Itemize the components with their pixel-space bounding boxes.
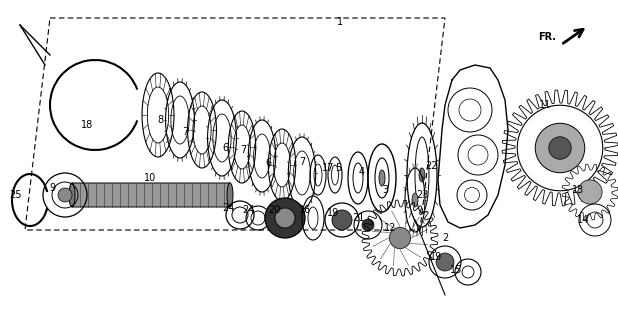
Text: 13: 13 (572, 185, 584, 195)
Text: FR.: FR. (538, 32, 556, 42)
Text: 11: 11 (539, 100, 551, 110)
Text: 25: 25 (9, 190, 21, 200)
Text: 5: 5 (335, 163, 341, 173)
Text: 14: 14 (577, 215, 589, 225)
Text: 23: 23 (416, 190, 428, 200)
Circle shape (275, 208, 295, 228)
Circle shape (389, 227, 410, 249)
Text: 17: 17 (322, 163, 334, 173)
Text: 6: 6 (265, 158, 271, 168)
Text: 9: 9 (49, 183, 55, 193)
Text: 24: 24 (242, 205, 254, 215)
Text: 22: 22 (426, 161, 438, 171)
Text: 12: 12 (384, 223, 396, 233)
Circle shape (436, 253, 454, 271)
Text: 1: 1 (337, 17, 343, 27)
Circle shape (578, 180, 602, 204)
Text: 24: 24 (222, 203, 234, 213)
Text: 18: 18 (81, 120, 93, 130)
Circle shape (535, 123, 585, 173)
Text: 16: 16 (299, 205, 311, 215)
Text: 7: 7 (182, 127, 188, 137)
Text: 4: 4 (359, 167, 365, 177)
Ellipse shape (412, 193, 418, 207)
Text: 21: 21 (352, 213, 364, 223)
Text: 3: 3 (382, 185, 388, 195)
Text: 2: 2 (442, 233, 448, 243)
Circle shape (549, 137, 571, 159)
Text: 8: 8 (157, 115, 163, 125)
Circle shape (362, 219, 374, 231)
Ellipse shape (69, 183, 75, 207)
Text: 20: 20 (268, 205, 280, 215)
Ellipse shape (419, 168, 425, 182)
Circle shape (58, 188, 72, 202)
Ellipse shape (227, 183, 233, 207)
Text: 15: 15 (450, 265, 462, 275)
Circle shape (332, 210, 352, 230)
Circle shape (265, 198, 305, 238)
Text: 19: 19 (430, 252, 442, 262)
Text: 19: 19 (327, 208, 339, 218)
FancyBboxPatch shape (72, 183, 230, 207)
Text: 7: 7 (240, 145, 246, 155)
Text: 6: 6 (222, 143, 228, 153)
Ellipse shape (379, 170, 385, 186)
Text: 10: 10 (144, 173, 156, 183)
Text: 7: 7 (299, 157, 305, 167)
